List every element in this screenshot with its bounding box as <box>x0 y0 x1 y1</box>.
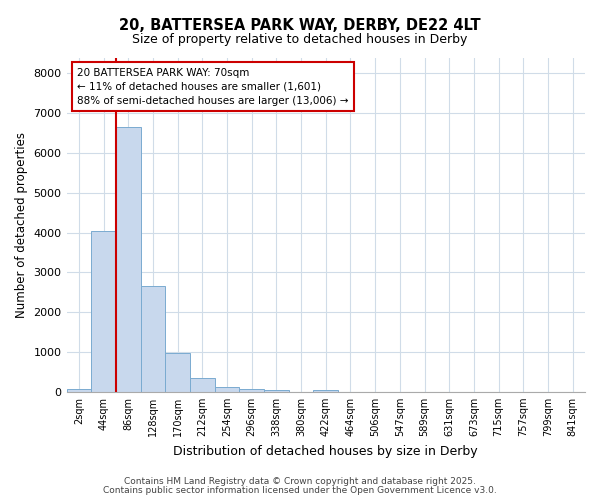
Bar <box>67 388 91 392</box>
Text: Contains HM Land Registry data © Crown copyright and database right 2025.: Contains HM Land Registry data © Crown c… <box>124 477 476 486</box>
Text: Size of property relative to detached houses in Derby: Size of property relative to detached ho… <box>133 32 467 46</box>
Bar <box>116 127 140 392</box>
Bar <box>264 390 289 392</box>
Y-axis label: Number of detached properties: Number of detached properties <box>15 132 28 318</box>
Bar <box>239 389 264 392</box>
Bar <box>215 386 239 392</box>
Text: Contains public sector information licensed under the Open Government Licence v3: Contains public sector information licen… <box>103 486 497 495</box>
Bar <box>91 230 116 392</box>
Text: 20 BATTERSEA PARK WAY: 70sqm
← 11% of detached houses are smaller (1,601)
88% of: 20 BATTERSEA PARK WAY: 70sqm ← 11% of de… <box>77 68 349 106</box>
Bar <box>313 390 338 392</box>
X-axis label: Distribution of detached houses by size in Derby: Distribution of detached houses by size … <box>173 444 478 458</box>
Text: 20, BATTERSEA PARK WAY, DERBY, DE22 4LT: 20, BATTERSEA PARK WAY, DERBY, DE22 4LT <box>119 18 481 32</box>
Bar <box>190 378 215 392</box>
Bar <box>165 353 190 392</box>
Bar <box>140 286 165 392</box>
